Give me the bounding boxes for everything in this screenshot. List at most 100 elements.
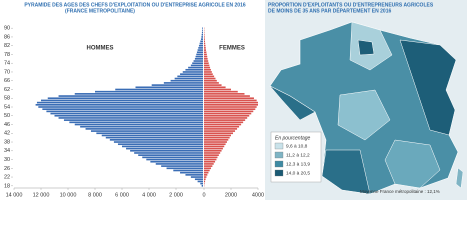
bar	[135, 86, 203, 89]
x-tick-label: 2000	[225, 192, 237, 198]
bar	[204, 132, 234, 135]
bar	[138, 154, 203, 156]
bar	[204, 145, 225, 148]
bar	[196, 53, 203, 56]
bar	[185, 174, 203, 176]
bar	[198, 47, 203, 49]
bar	[161, 165, 203, 167]
bar	[204, 47, 206, 49]
bar	[204, 33, 205, 36]
bar	[90, 130, 203, 132]
bar	[204, 139, 229, 141]
y-tick-label: 74	[4, 61, 10, 67]
bar	[85, 128, 203, 130]
bar	[204, 167, 212, 170]
bar	[46, 110, 204, 113]
corsica	[455, 167, 464, 189]
bar	[204, 103, 258, 106]
y-tick-label: 70	[4, 69, 10, 75]
bar	[182, 71, 203, 73]
y-tick-label: 62	[4, 87, 10, 93]
y-tick-label: 58	[4, 96, 10, 102]
bar	[74, 93, 203, 95]
bar	[202, 29, 203, 32]
bar	[134, 152, 203, 154]
bar	[204, 77, 216, 80]
bar	[204, 38, 205, 40]
bar	[155, 163, 203, 165]
bar	[204, 90, 238, 93]
bar	[96, 132, 203, 135]
bar	[204, 114, 250, 117]
bar	[150, 160, 203, 163]
bar	[204, 36, 205, 38]
bar	[204, 44, 206, 47]
legend-label: 12,3 à 13,9	[286, 161, 310, 167]
bar	[204, 112, 252, 115]
bar	[163, 82, 203, 84]
bar	[204, 154, 219, 156]
bar	[204, 71, 212, 73]
bar	[204, 147, 223, 150]
bar	[204, 165, 213, 167]
x-tick-label: 4 000	[142, 192, 156, 198]
bar	[109, 139, 203, 141]
bar	[166, 167, 203, 170]
page: PYRAMIDE DES AGES DES CHEFS D'EXPLOITATI…	[3, 0, 467, 200]
bar	[204, 143, 226, 146]
bar	[197, 49, 203, 51]
y-tick-label: 34	[4, 148, 10, 154]
bar	[185, 68, 203, 71]
bar	[204, 108, 256, 111]
bar	[58, 117, 203, 119]
bar	[204, 58, 208, 60]
legend-swatch	[274, 169, 284, 177]
bar	[117, 143, 203, 146]
bar	[142, 156, 203, 159]
region	[337, 89, 391, 141]
region	[269, 85, 316, 121]
map-title: PROPORTION D'EXPLOITANTS OU D'ENTREPRENE…	[268, 2, 434, 8]
map-note: Moyenne France métropolitaine : 12,1%	[360, 189, 440, 194]
legend-label: HOMMES	[87, 46, 114, 52]
region	[321, 149, 371, 195]
bar	[204, 82, 219, 84]
y-tick-label: 78	[4, 52, 10, 58]
bar	[204, 53, 207, 56]
bar	[204, 79, 217, 82]
bar	[195, 55, 203, 58]
bar	[204, 106, 257, 108]
bar	[204, 42, 206, 45]
bar	[35, 103, 203, 106]
bar	[115, 88, 203, 91]
y-tick-label: 30	[4, 157, 10, 163]
bar	[201, 36, 203, 38]
bar	[201, 33, 203, 36]
bar	[204, 95, 250, 97]
x-tick-label: 4000	[252, 192, 264, 198]
x-tick-label: 8 000	[88, 192, 102, 198]
y-tick-label: 38	[4, 139, 10, 145]
y-tick-label: 54	[4, 104, 10, 110]
y-tick-label: 90	[4, 26, 10, 32]
chart-title: PYRAMIDE DES AGES DES CHEFS D'EXPLOITATI…	[24, 2, 246, 8]
bar	[204, 99, 257, 102]
bar	[130, 149, 203, 152]
bar	[204, 110, 254, 113]
bar	[113, 141, 203, 143]
bar	[58, 95, 203, 97]
bar	[192, 62, 203, 65]
bar	[194, 178, 203, 181]
bar	[151, 84, 203, 86]
bar	[204, 176, 207, 178]
bar	[126, 147, 203, 150]
bar	[198, 44, 203, 47]
bar	[204, 160, 216, 163]
bar	[204, 178, 206, 181]
bar	[194, 58, 203, 60]
bar	[204, 174, 208, 176]
y-tick-label: 26	[4, 166, 10, 172]
bar	[204, 55, 208, 58]
bar	[204, 136, 230, 139]
map-title: DE MOINS DE 35 ANS PAR DÉPARTEMENT EN 20…	[268, 6, 391, 14]
